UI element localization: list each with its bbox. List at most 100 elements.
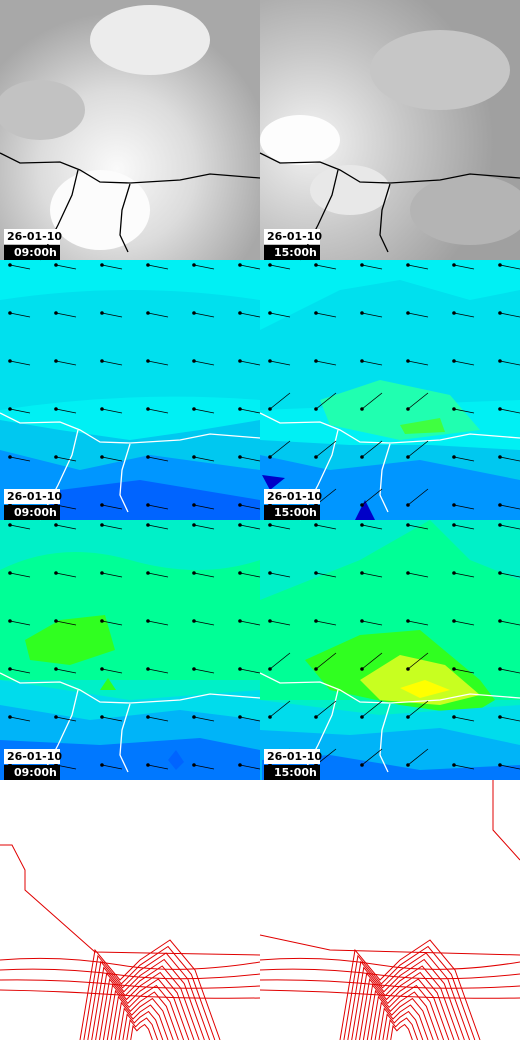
contour-line <box>0 979 261 989</box>
wind-arrow-head <box>54 571 58 575</box>
wind-arrow <box>361 264 383 270</box>
wind-arrow-head <box>192 619 196 623</box>
wind-arrow <box>407 652 429 670</box>
wind-arrow-head <box>8 455 12 459</box>
wind-arrow <box>239 504 261 510</box>
wind-arrow <box>315 652 337 670</box>
wind-arrow-head <box>146 311 150 315</box>
wind-arrow-head <box>360 619 364 623</box>
wind-arrow-head <box>146 359 150 363</box>
contour-line <box>382 1010 424 1040</box>
date-box <box>4 489 60 504</box>
wind-arrow <box>499 504 520 510</box>
wind-arrow-head <box>452 455 456 459</box>
wind-arrow <box>101 716 123 722</box>
wind-arrow-head <box>54 407 58 411</box>
wind-arrow-head <box>192 359 196 363</box>
contour-line <box>79 939 221 1040</box>
wind-arrow-head <box>54 455 58 459</box>
wind-arrow-head <box>8 359 12 363</box>
wind-arrow-head <box>100 571 104 575</box>
wind-arrow-head <box>146 571 150 575</box>
contour-line <box>0 968 261 980</box>
wind-arrow <box>269 360 291 366</box>
wind-arrow <box>239 524 261 530</box>
date-label: 26-01-10 <box>7 490 62 503</box>
wind-arrow-head <box>360 359 364 363</box>
wind-arrow <box>101 264 123 270</box>
wind-arrow <box>55 312 77 318</box>
time-box <box>264 765 320 780</box>
wind-arrow-head <box>452 571 456 575</box>
wind-arrows <box>8 263 520 770</box>
contour-line <box>0 989 261 999</box>
contour-line <box>126 1017 159 1040</box>
wind-arrow <box>361 440 383 458</box>
wind-arrow-head <box>498 619 502 623</box>
time-label: 15:00h <box>274 506 317 519</box>
wind-arrow <box>361 620 383 626</box>
wind-arrow-head <box>8 571 12 575</box>
wind-arrow-head <box>54 667 58 671</box>
wind-arrow <box>55 524 77 530</box>
wind-arrow-head <box>100 359 104 363</box>
wind-arrow-head <box>360 503 364 507</box>
wind-arrow-head <box>498 359 502 363</box>
contour-line <box>259 957 520 970</box>
wind-arrow-head <box>238 359 242 363</box>
wind-arrow <box>193 264 215 270</box>
wind-arrow-head <box>268 571 272 575</box>
wind-arrow-head <box>498 523 502 527</box>
wind-arrow-head <box>238 503 242 507</box>
wind-arrow-head <box>146 715 150 719</box>
wind-arrow-head <box>314 263 318 267</box>
wind-arrow-head <box>406 763 410 767</box>
wind-arrow-head <box>100 311 104 315</box>
wind-arrow <box>101 504 123 510</box>
wind-arrow-head <box>268 619 272 623</box>
coastline <box>0 672 261 704</box>
wind-arrow <box>453 716 475 722</box>
wind-arrow <box>9 620 31 626</box>
wind-arrow <box>453 264 475 270</box>
contour-line <box>259 989 520 999</box>
wind-arrow-head <box>314 359 318 363</box>
wind-arrow-head <box>498 715 502 719</box>
wind-arrow-head <box>406 571 410 575</box>
wind-arrow <box>315 392 337 410</box>
wind-arrow <box>147 456 169 462</box>
wind-arrow <box>147 764 169 770</box>
wind-arrow-head <box>406 503 410 507</box>
wind-arrow <box>193 408 215 414</box>
wind-arrow <box>453 620 475 626</box>
wind-arrow-head <box>100 763 104 767</box>
wind-arrow <box>269 620 291 626</box>
contour-line <box>370 991 439 1040</box>
wind-arrow <box>193 504 215 510</box>
wind-arrow-head <box>406 407 410 411</box>
wind-arrow <box>55 264 77 270</box>
wind-arrow <box>453 524 475 530</box>
wind-arrow-head <box>8 619 12 623</box>
wind-arrow-head <box>360 571 364 575</box>
time-label: 15:00h <box>274 246 317 259</box>
coastline <box>119 703 131 773</box>
time-label: 09:00h <box>14 246 57 259</box>
wind-arrow-head <box>452 263 456 267</box>
wind-arrow <box>101 524 123 530</box>
contour-line <box>110 991 179 1040</box>
wind-arrow <box>407 700 429 718</box>
wind-arrow <box>315 572 337 578</box>
wind-arrow-head <box>100 667 104 671</box>
contour-panels <box>0 780 520 1040</box>
coastline <box>259 672 520 704</box>
wind-arrow <box>147 716 169 722</box>
wind-arrow <box>361 312 383 318</box>
wind-arrow-head <box>498 571 502 575</box>
contour-line <box>118 1004 169 1040</box>
wind-arrow-head <box>268 263 272 267</box>
wind-arrow-head <box>8 523 12 527</box>
wind-arrow <box>101 668 123 674</box>
humidity-panel-left <box>0 520 260 780</box>
wind-arrow <box>407 748 429 766</box>
